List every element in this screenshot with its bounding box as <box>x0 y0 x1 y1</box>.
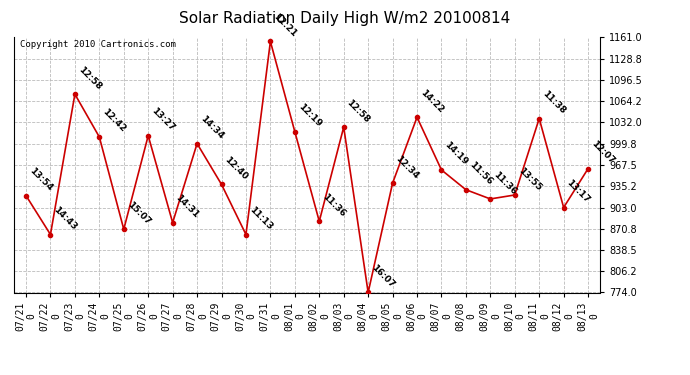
Text: 13:27: 13:27 <box>150 106 176 133</box>
Text: 11:13: 11:13 <box>247 205 274 232</box>
Text: 15:07: 15:07 <box>125 200 152 226</box>
Text: 14:19: 14:19 <box>443 140 470 167</box>
Text: Copyright 2010 Cartronics.com: Copyright 2010 Cartronics.com <box>19 40 175 49</box>
Text: 12:58: 12:58 <box>345 98 372 124</box>
Text: 12:34: 12:34 <box>394 154 421 180</box>
Text: 13:17: 13:17 <box>565 178 592 205</box>
Text: 14:43: 14:43 <box>52 205 79 232</box>
Text: 14:22: 14:22 <box>418 88 445 114</box>
Text: 12:40: 12:40 <box>223 155 250 182</box>
Text: 16:07: 16:07 <box>370 263 396 290</box>
Text: 11:36: 11:36 <box>492 170 518 196</box>
Text: 11:38: 11:38 <box>540 89 567 116</box>
Text: 11:36: 11:36 <box>321 192 347 219</box>
Text: 12:21: 12:21 <box>272 12 298 39</box>
Text: 13:55: 13:55 <box>516 166 543 192</box>
Text: Solar Radiation Daily High W/m2 20100814: Solar Radiation Daily High W/m2 20100814 <box>179 11 511 26</box>
Text: 13:54: 13:54 <box>28 166 54 193</box>
Text: 12:42: 12:42 <box>101 108 128 134</box>
Text: 12:58: 12:58 <box>77 65 103 92</box>
Text: 14:34: 14:34 <box>199 114 225 141</box>
Text: 12:19: 12:19 <box>296 102 323 129</box>
Text: 14:31: 14:31 <box>174 193 201 220</box>
Text: 12:07: 12:07 <box>589 139 616 166</box>
Text: 11:56: 11:56 <box>467 160 494 187</box>
